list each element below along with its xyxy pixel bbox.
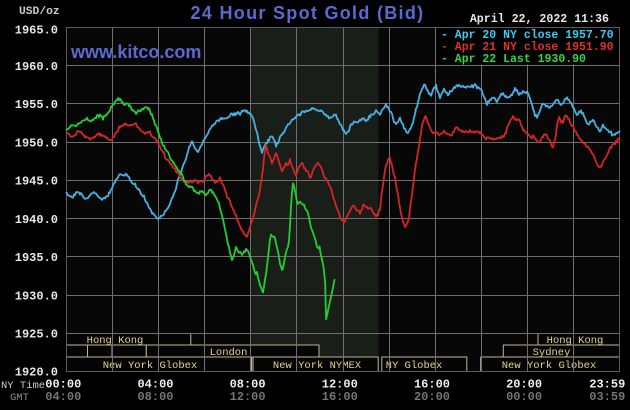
svg-text:24 Hour Spot Gold (Bid): 24 Hour Spot Gold (Bid) bbox=[191, 3, 425, 23]
svg-text:00:00: 00:00 bbox=[506, 390, 542, 404]
svg-text:GMT: GMT bbox=[10, 392, 29, 404]
svg-text:03:59: 03:59 bbox=[589, 390, 625, 404]
svg-text:USD/oz: USD/oz bbox=[19, 6, 60, 18]
svg-text:00:00: 00:00 bbox=[45, 378, 81, 392]
svg-text:- Apr 20 NY close 1957.70: - Apr 20 NY close 1957.70 bbox=[441, 29, 614, 42]
svg-text:08:00: 08:00 bbox=[230, 378, 266, 392]
svg-text:04:00: 04:00 bbox=[45, 390, 81, 404]
svg-text:New York Globex: New York Globex bbox=[103, 360, 198, 372]
svg-text:- Apr 21 NY close 1951.90: - Apr 21 NY close 1951.90 bbox=[441, 41, 614, 54]
svg-text:16:00: 16:00 bbox=[322, 390, 358, 404]
svg-text:12:00: 12:00 bbox=[322, 378, 358, 392]
svg-text:1925.0: 1925.0 bbox=[15, 328, 58, 342]
svg-text:04:00: 04:00 bbox=[137, 378, 173, 392]
svg-text:www.kitco.com: www.kitco.com bbox=[70, 42, 201, 62]
svg-text:London: London bbox=[210, 347, 248, 359]
svg-text:23:59: 23:59 bbox=[589, 378, 625, 392]
svg-text:Hong Kong: Hong Kong bbox=[547, 335, 604, 347]
svg-text:NY Time: NY Time bbox=[1, 380, 45, 392]
svg-text:Sydney: Sydney bbox=[533, 347, 571, 359]
svg-text:1940.0: 1940.0 bbox=[15, 213, 58, 227]
svg-text:April 22, 2022 11:36: April 22, 2022 11:36 bbox=[470, 13, 609, 26]
svg-text:08:00: 08:00 bbox=[137, 390, 173, 404]
svg-text:20:00: 20:00 bbox=[506, 378, 542, 392]
svg-text:1955.0: 1955.0 bbox=[15, 98, 58, 112]
svg-text:1945.0: 1945.0 bbox=[15, 175, 58, 189]
svg-text:New York NYMEX: New York NYMEX bbox=[273, 360, 362, 372]
svg-text:16:00: 16:00 bbox=[414, 378, 450, 392]
svg-text:1960.0: 1960.0 bbox=[15, 60, 58, 74]
svg-text:NY Globex: NY Globex bbox=[386, 360, 443, 372]
svg-text:Hong Kong: Hong Kong bbox=[87, 335, 144, 347]
svg-text:12:00: 12:00 bbox=[230, 390, 266, 404]
svg-text:1965.0: 1965.0 bbox=[15, 24, 58, 38]
svg-text:- Apr 22 Last 1930.90: - Apr 22 Last 1930.90 bbox=[441, 53, 586, 66]
svg-text:1935.0: 1935.0 bbox=[15, 251, 58, 265]
svg-text:New York Globex: New York Globex bbox=[502, 360, 597, 372]
svg-text:20:00: 20:00 bbox=[414, 390, 450, 404]
svg-text:1950.0: 1950.0 bbox=[15, 136, 58, 150]
svg-text:1930.0: 1930.0 bbox=[15, 289, 58, 303]
svg-text:1920.0: 1920.0 bbox=[15, 366, 58, 380]
